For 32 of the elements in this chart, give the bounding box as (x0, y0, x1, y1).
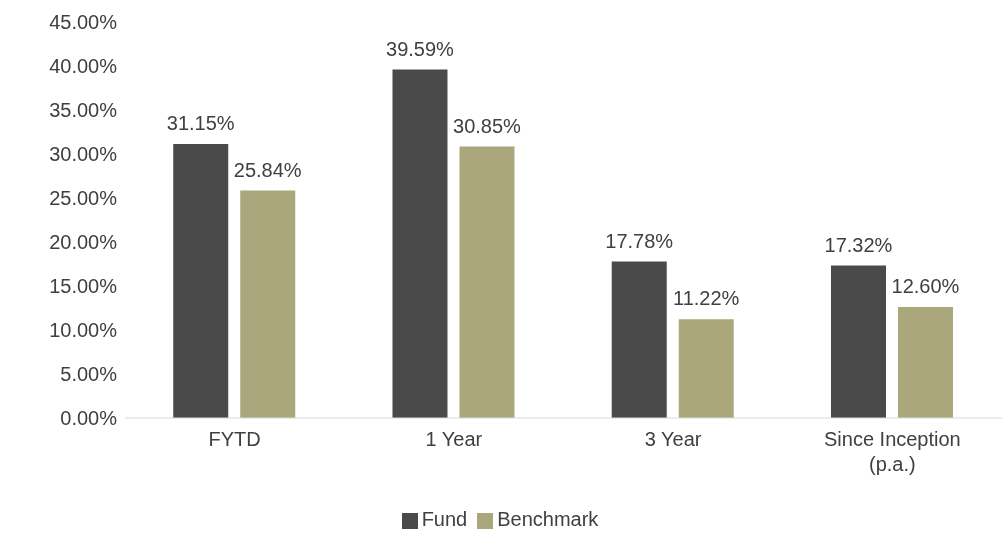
legend-label: Fund (421, 508, 468, 530)
y-tick-label: 45.00% (49, 11, 118, 34)
y-tick-label: 40.00% (49, 55, 118, 78)
data-label: 25.84% (233, 158, 302, 181)
x-tick-label: 1 Year (425, 428, 483, 450)
y-tick-label: 15.00% (49, 275, 118, 298)
bar (459, 146, 515, 418)
bar (678, 319, 734, 418)
x-tick-label: FYTD (208, 428, 261, 450)
y-tick-label: 5.00% (60, 363, 118, 386)
y-tick-label: 35.00% (49, 99, 118, 122)
data-label: 11.22% (673, 287, 740, 310)
y-tick-label: 10.00% (49, 319, 118, 342)
x-tick-label: Since Inception (p.a.) (823, 428, 961, 475)
y-tick-label: 30.00% (49, 143, 118, 166)
data-label: 31.15% (166, 111, 235, 134)
bar (173, 143, 229, 418)
data-label: 17.78% (605, 229, 674, 252)
bar (611, 261, 667, 418)
bar (240, 190, 296, 418)
data-label: 39.59% (386, 37, 455, 60)
bar (897, 307, 953, 418)
data-label: 12.60% (891, 275, 960, 298)
y-tick-label: 20.00% (49, 231, 118, 254)
y-tick-label: 25.00% (49, 187, 118, 210)
data-label: 30.85% (453, 114, 522, 137)
bar (830, 265, 886, 418)
bar (392, 69, 448, 418)
y-tick-label: 0.00% (60, 407, 118, 430)
legend-label: Benchmark (497, 508, 599, 530)
x-tick-label: 3 Year (644, 428, 702, 450)
data-label: 17.32% (824, 233, 893, 256)
